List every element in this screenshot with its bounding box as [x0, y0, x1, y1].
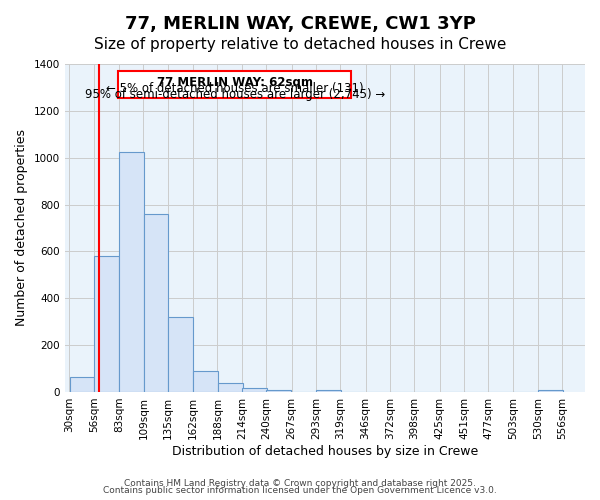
Y-axis label: Number of detached properties: Number of detached properties [15, 130, 28, 326]
Bar [119, 152, 144, 392]
Bar [94, 256, 119, 392]
FancyBboxPatch shape [118, 71, 350, 98]
Text: Contains public sector information licensed under the Open Government Licence v3: Contains public sector information licen… [103, 486, 497, 495]
Bar [316, 390, 341, 392]
Bar [538, 390, 563, 392]
X-axis label: Distribution of detached houses by size in Crewe: Distribution of detached houses by size … [172, 444, 478, 458]
Bar [168, 317, 193, 392]
Text: 77 MERLIN WAY: 62sqm: 77 MERLIN WAY: 62sqm [157, 76, 313, 88]
Text: ← 5% of detached houses are smaller (131): ← 5% of detached houses are smaller (131… [106, 82, 364, 95]
Text: 77, MERLIN WAY, CREWE, CW1 3YP: 77, MERLIN WAY, CREWE, CW1 3YP [125, 15, 475, 33]
Bar [218, 382, 242, 392]
Text: 95% of semi-detached houses are larger (2,745) →: 95% of semi-detached houses are larger (… [85, 88, 385, 102]
Bar [70, 376, 94, 392]
Text: Contains HM Land Registry data © Crown copyright and database right 2025.: Contains HM Land Registry data © Crown c… [124, 478, 476, 488]
Bar [242, 388, 267, 392]
Text: Size of property relative to detached houses in Crewe: Size of property relative to detached ho… [94, 38, 506, 52]
Bar [266, 390, 292, 392]
Bar [193, 371, 218, 392]
Bar [143, 214, 169, 392]
